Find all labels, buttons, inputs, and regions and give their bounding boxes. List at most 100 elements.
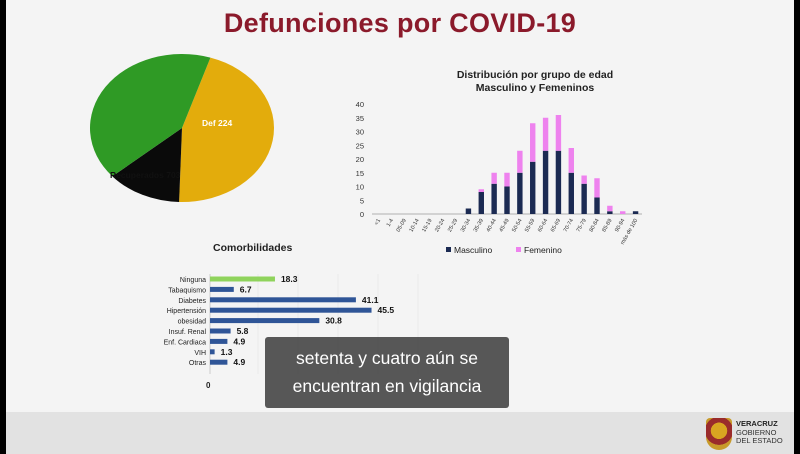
category-label: obesidad bbox=[178, 319, 207, 326]
logo-line3: DEL ESTADO bbox=[736, 436, 783, 445]
bar-masculino bbox=[607, 211, 613, 214]
value-label: 18.3 bbox=[281, 274, 298, 284]
x-tick-label: 30-34 bbox=[460, 218, 472, 233]
bar-tabaquismo bbox=[210, 286, 234, 292]
bar-masculino bbox=[632, 211, 639, 214]
bar-femenino bbox=[530, 123, 536, 162]
bar-diabetes bbox=[210, 297, 356, 303]
x-tick-label: 40-44 bbox=[486, 218, 498, 233]
legend-label-femenino: Femenino bbox=[524, 245, 562, 255]
category-label: Diabetes bbox=[178, 298, 206, 305]
footer-band bbox=[6, 412, 794, 454]
bar-femenino bbox=[620, 211, 626, 214]
x-tick-label: 65-69 bbox=[550, 218, 562, 233]
x-tick-label: 85-89 bbox=[601, 218, 613, 233]
value-label: 41.1 bbox=[362, 295, 379, 305]
bar-masculino bbox=[504, 186, 510, 214]
value-label: 5.8 bbox=[237, 326, 249, 336]
bar-masculino bbox=[517, 172, 523, 214]
legend-label-masculino: Masculino bbox=[454, 245, 493, 255]
category-label: Otras bbox=[189, 360, 207, 367]
bar-masculino bbox=[478, 192, 484, 214]
bar-vih bbox=[210, 349, 215, 355]
bar-masculino bbox=[542, 150, 549, 214]
bar-femenino bbox=[517, 150, 523, 173]
bar-femenino bbox=[478, 189, 484, 192]
legend-swatch-femenino bbox=[516, 247, 521, 252]
y-tick-label: 5 bbox=[360, 196, 364, 205]
bar-enf-cardiaca bbox=[210, 338, 228, 344]
bar-femenino bbox=[504, 172, 510, 187]
y-tick-label: 35 bbox=[356, 114, 364, 123]
value-label: 6.7 bbox=[240, 284, 252, 294]
value-label: 1.3 bbox=[221, 347, 233, 357]
bar-insuf-renal bbox=[210, 328, 231, 334]
bar-femenino bbox=[568, 148, 574, 173]
pie-slice-recuperados bbox=[90, 53, 211, 177]
bar-masculino bbox=[491, 183, 497, 214]
caption-line2: encuentran en vigilancia bbox=[292, 376, 482, 396]
age-chart-title: Distribución por grupo de edad Masculino… bbox=[410, 69, 660, 95]
x-tick-label: <1 bbox=[374, 218, 382, 226]
legend-swatch-masculino bbox=[446, 247, 451, 252]
pie-label-recuperados: Recuperados 703 bbox=[110, 170, 181, 180]
value-label: 45.5 bbox=[378, 305, 395, 315]
category-label: Tabaquismo bbox=[168, 287, 206, 294]
comorbidity-chart: Ninguna 18.3 Tabaquismo 6.7 Diabetes 41.1 Hipe… bbox=[164, 274, 419, 390]
x-tick-label: 10-14 bbox=[408, 218, 420, 233]
bar-femenino bbox=[607, 205, 613, 212]
y-tick-label: 20 bbox=[356, 155, 364, 164]
bar-femenino bbox=[594, 178, 600, 198]
value-label: 30.8 bbox=[325, 316, 342, 326]
veracruz-logo: VERACRUZ GOBIERNO DEL ESTADO bbox=[706, 418, 788, 452]
bar-masculino bbox=[581, 183, 587, 214]
logo-line2: GOBIERNO bbox=[736, 427, 777, 437]
category-label: Insuf. Renal bbox=[169, 329, 207, 336]
caption-line1: setenta y cuatro aún se bbox=[296, 348, 478, 368]
pie-slice-vigilancia bbox=[179, 57, 275, 202]
x-axis-zero-label: 0 bbox=[206, 381, 211, 390]
x-tick-label: 05-09 bbox=[396, 218, 408, 233]
x-tick-label: 75-79 bbox=[576, 218, 588, 233]
logo-text: VERACRUZ GOBIERNO DEL ESTADO bbox=[736, 419, 783, 446]
pie-slice-def bbox=[112, 128, 182, 202]
slide-title: Defunciones por COVID-19 bbox=[223, 8, 577, 38]
age-chart-subtitle: Masculino y Femeninos bbox=[475, 82, 595, 94]
x-tick-label: 25-29 bbox=[447, 218, 459, 233]
bar-femenino bbox=[581, 175, 587, 184]
age-distribution-chart: 0 5 10 15 20 25 30 35 40 <1 1-4 05-09 10-14 15-19 20-2… bbox=[356, 100, 642, 255]
slide: Defunciones por COVID-19 Vigilancia 774D… bbox=[6, 0, 794, 454]
bar-femenino bbox=[555, 115, 562, 151]
category-label: Enf. Cardiaca bbox=[164, 339, 207, 346]
subtitle-caption: setenta y cuatro aún se encuentran en vi… bbox=[265, 337, 509, 408]
x-tick-label: 60-64 bbox=[537, 218, 549, 233]
bar-ninguna bbox=[210, 276, 275, 282]
bar-otras bbox=[210, 359, 228, 365]
y-tick-label: 40 bbox=[356, 100, 364, 109]
x-tick-label: 55-59 bbox=[524, 218, 536, 233]
bar-masculino bbox=[555, 150, 562, 214]
x-tick-label: 45-49 bbox=[498, 218, 510, 233]
pie-label-def: Def 224 bbox=[202, 118, 233, 128]
y-tick-label: 30 bbox=[356, 128, 364, 137]
logo-line1: VERACRUZ bbox=[736, 419, 778, 428]
bar-masculino bbox=[568, 172, 574, 214]
category-label: VIH bbox=[194, 350, 206, 357]
age-chart-title-line1: Distribución por grupo de edad bbox=[456, 69, 614, 81]
y-tick-label: 0 bbox=[360, 210, 364, 219]
bar-masculino bbox=[594, 197, 600, 214]
coat-of-arms-icon bbox=[706, 418, 732, 450]
bar-hipertensi-n bbox=[210, 307, 372, 313]
x-tick-label: 90-94 bbox=[614, 218, 626, 233]
x-tick-label: 35-39 bbox=[473, 218, 485, 233]
y-tick-label: 25 bbox=[356, 141, 364, 150]
category-label: Hipertensión bbox=[167, 308, 206, 315]
x-tick-label: 80-84 bbox=[588, 218, 600, 233]
y-tick-label: 15 bbox=[356, 169, 364, 178]
comorbidity-chart-title: Comorbilidades bbox=[213, 242, 293, 254]
value-label: 4.9 bbox=[233, 357, 245, 367]
y-tick-label: 10 bbox=[356, 183, 364, 192]
bar-femenino bbox=[542, 117, 549, 151]
